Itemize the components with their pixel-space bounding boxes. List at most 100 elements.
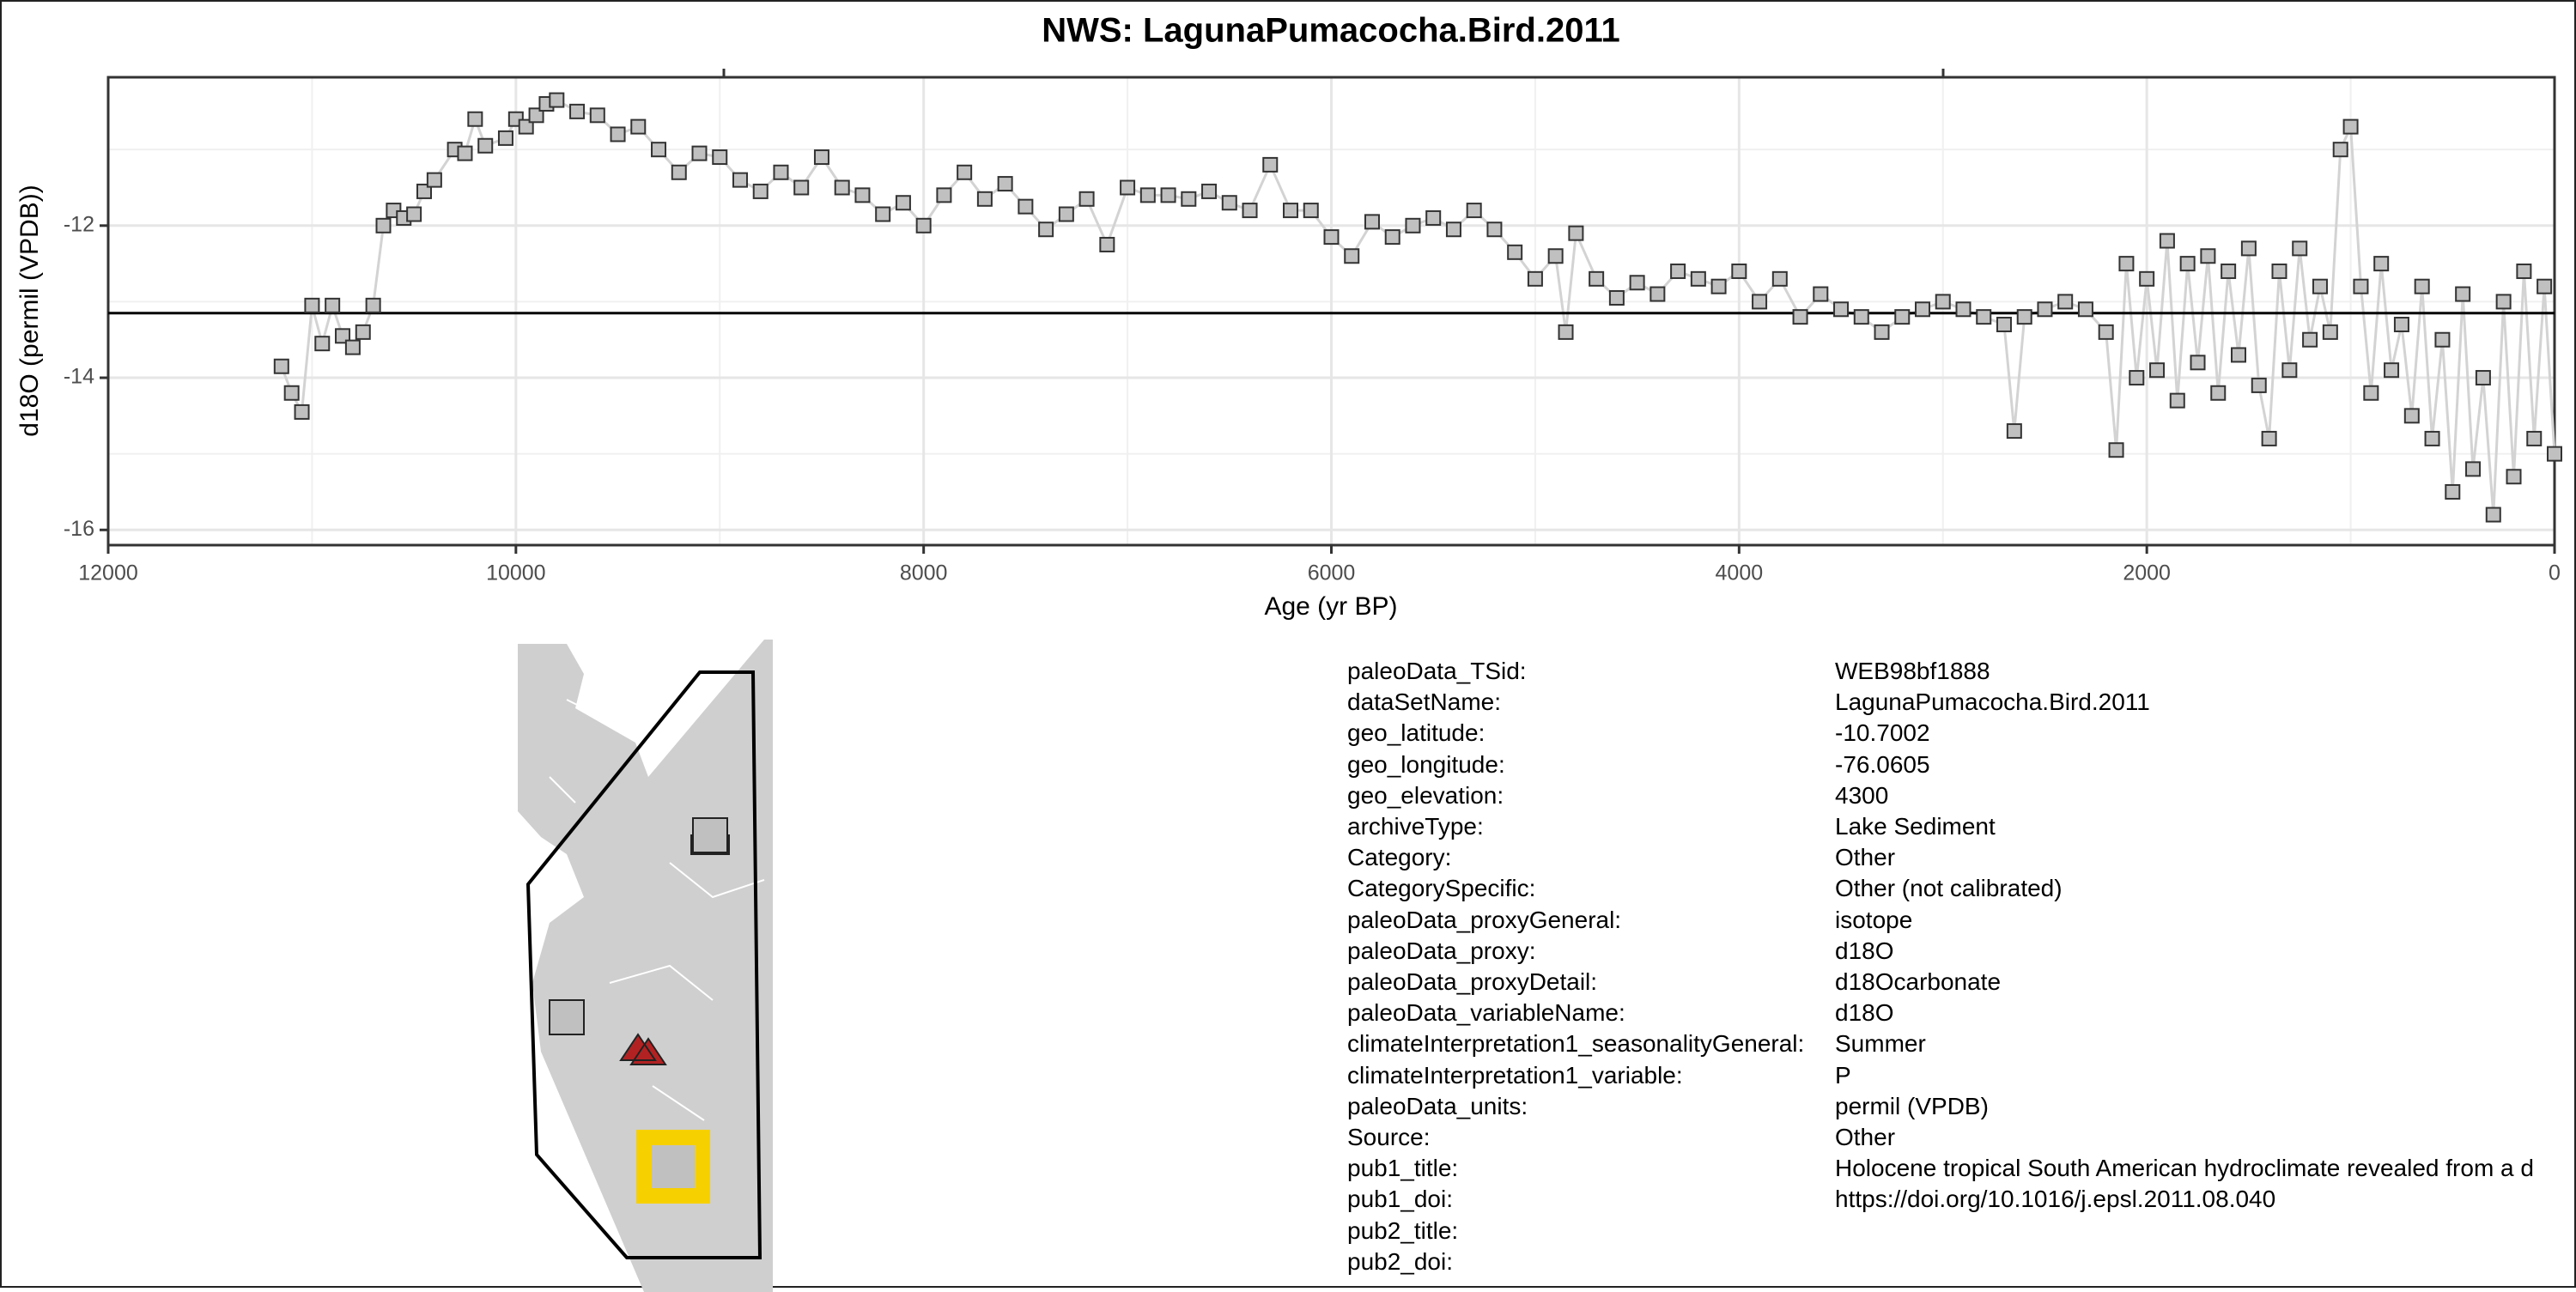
- data-point: [1262, 156, 1279, 173]
- data-point: [1894, 309, 1911, 325]
- data-point: [416, 183, 432, 199]
- data-point: [651, 142, 667, 158]
- x-tick-label: 4000: [1716, 561, 1764, 585]
- data-point: [2455, 286, 2471, 302]
- data-point: [2302, 331, 2318, 348]
- data-point: [1120, 179, 1136, 196]
- data-point: [273, 358, 289, 374]
- data-point: [294, 403, 310, 420]
- data-point: [936, 187, 952, 203]
- x-axis-title: Age (yr BP): [1264, 592, 1397, 621]
- data-point: [1608, 289, 1625, 306]
- data-point: [1242, 203, 1258, 219]
- data-point: [2414, 278, 2430, 294]
- data-point: [915, 217, 932, 234]
- data-point: [895, 195, 911, 211]
- data-point: [2322, 324, 2338, 340]
- data-point: [1833, 301, 1850, 318]
- metadata-key: geo_elevation:: [1347, 781, 1504, 809]
- metadata-value: d18O: [1835, 999, 1894, 1027]
- data-point: [2424, 430, 2440, 446]
- data-point: [518, 118, 534, 135]
- data-point: [2342, 118, 2359, 135]
- metadata-key: paleoData_proxyDetail:: [1347, 968, 1598, 995]
- data-point: [2169, 392, 2185, 409]
- metadata-key: pub1_doi:: [1347, 1186, 1454, 1213]
- metadata-key: paleoData_TSid:: [1347, 658, 1527, 684]
- data-point: [1589, 270, 1605, 287]
- data-point: [335, 328, 351, 344]
- metadata-value: Other (not calibrated): [1835, 875, 2063, 902]
- map: [518, 640, 773, 1292]
- data-point: [314, 336, 331, 352]
- metadata-value: Other: [1835, 844, 1896, 871]
- data-point: [2159, 233, 2175, 249]
- data-point: [1405, 217, 1421, 234]
- data-point: [2149, 362, 2166, 379]
- chart-title: NWS: LagunaPumacocha.Bird.2011: [1042, 12, 1620, 50]
- data-point: [528, 107, 544, 124]
- x-tick-label: 0: [2549, 561, 2561, 585]
- x-tick-label: 8000: [900, 561, 948, 585]
- data-point: [375, 217, 392, 234]
- data-point: [1344, 248, 1360, 264]
- y-tick-label: -12: [64, 212, 94, 236]
- data-point: [2179, 256, 2196, 272]
- data-point: [2363, 385, 2379, 401]
- data-line: [280, 98, 2556, 515]
- data-point: [1384, 229, 1400, 246]
- data-point: [834, 179, 850, 196]
- data-point: [2118, 256, 2135, 272]
- data-point: [1731, 263, 1747, 279]
- metadata-key: CategorySpecific:: [1347, 875, 1536, 902]
- data-point: [589, 107, 605, 124]
- metadata-key: paleoData_proxyGeneral:: [1347, 906, 1622, 933]
- metadata-value: isotope: [1835, 906, 1913, 933]
- data-point: [1038, 221, 1054, 238]
- data-point: [1853, 309, 1869, 325]
- y-tick-label: -14: [64, 365, 94, 389]
- data-point: [2485, 506, 2501, 523]
- data-point: [1486, 221, 1503, 238]
- data-point: [2495, 294, 2512, 310]
- data-point: [1201, 183, 1218, 199]
- metadata-value: -10.7002: [1835, 719, 1930, 747]
- metadata-key: paleoData_proxy:: [1347, 937, 1536, 964]
- data-point: [406, 206, 422, 222]
- data-point: [1364, 214, 1380, 230]
- data-point: [1670, 263, 1686, 279]
- data-point: [1181, 191, 1197, 207]
- data-point: [304, 297, 320, 313]
- data-point: [2129, 370, 2145, 386]
- data-point: [1425, 209, 1442, 226]
- data-point: [2221, 263, 2237, 279]
- metadata-table: paleoData_TSid: WEB98bf1888 dataSetName: La…: [1347, 658, 2576, 1288]
- data-point: [2098, 324, 2114, 340]
- data-point: [2547, 446, 2562, 462]
- data-point: [2057, 294, 2074, 310]
- metadata-key: geo_longitude:: [1347, 750, 1505, 778]
- data-point: [1099, 236, 1115, 252]
- data-point: [1629, 275, 1645, 291]
- data-point: [976, 191, 993, 207]
- metadata-value: WEB98bf1888: [1835, 658, 1990, 684]
- data-point: [1935, 294, 1951, 310]
- data-point: [1445, 221, 1461, 238]
- data-point: [2006, 423, 2022, 440]
- metadata-key: pub1_title:: [1347, 1155, 1459, 1182]
- data-point: [1160, 187, 1176, 203]
- data-point: [467, 111, 483, 127]
- data-point: [1527, 270, 1543, 287]
- data-point: [2240, 240, 2257, 257]
- data-point: [2506, 469, 2522, 485]
- data-point: [2403, 408, 2420, 424]
- data-point: [365, 297, 381, 313]
- data-point: [691, 145, 708, 161]
- data-point: [1303, 203, 1319, 219]
- data-point: [1558, 324, 1574, 340]
- data-point: [773, 164, 789, 180]
- data-point: [875, 206, 891, 222]
- x-tick-label: 6000: [1308, 561, 1356, 585]
